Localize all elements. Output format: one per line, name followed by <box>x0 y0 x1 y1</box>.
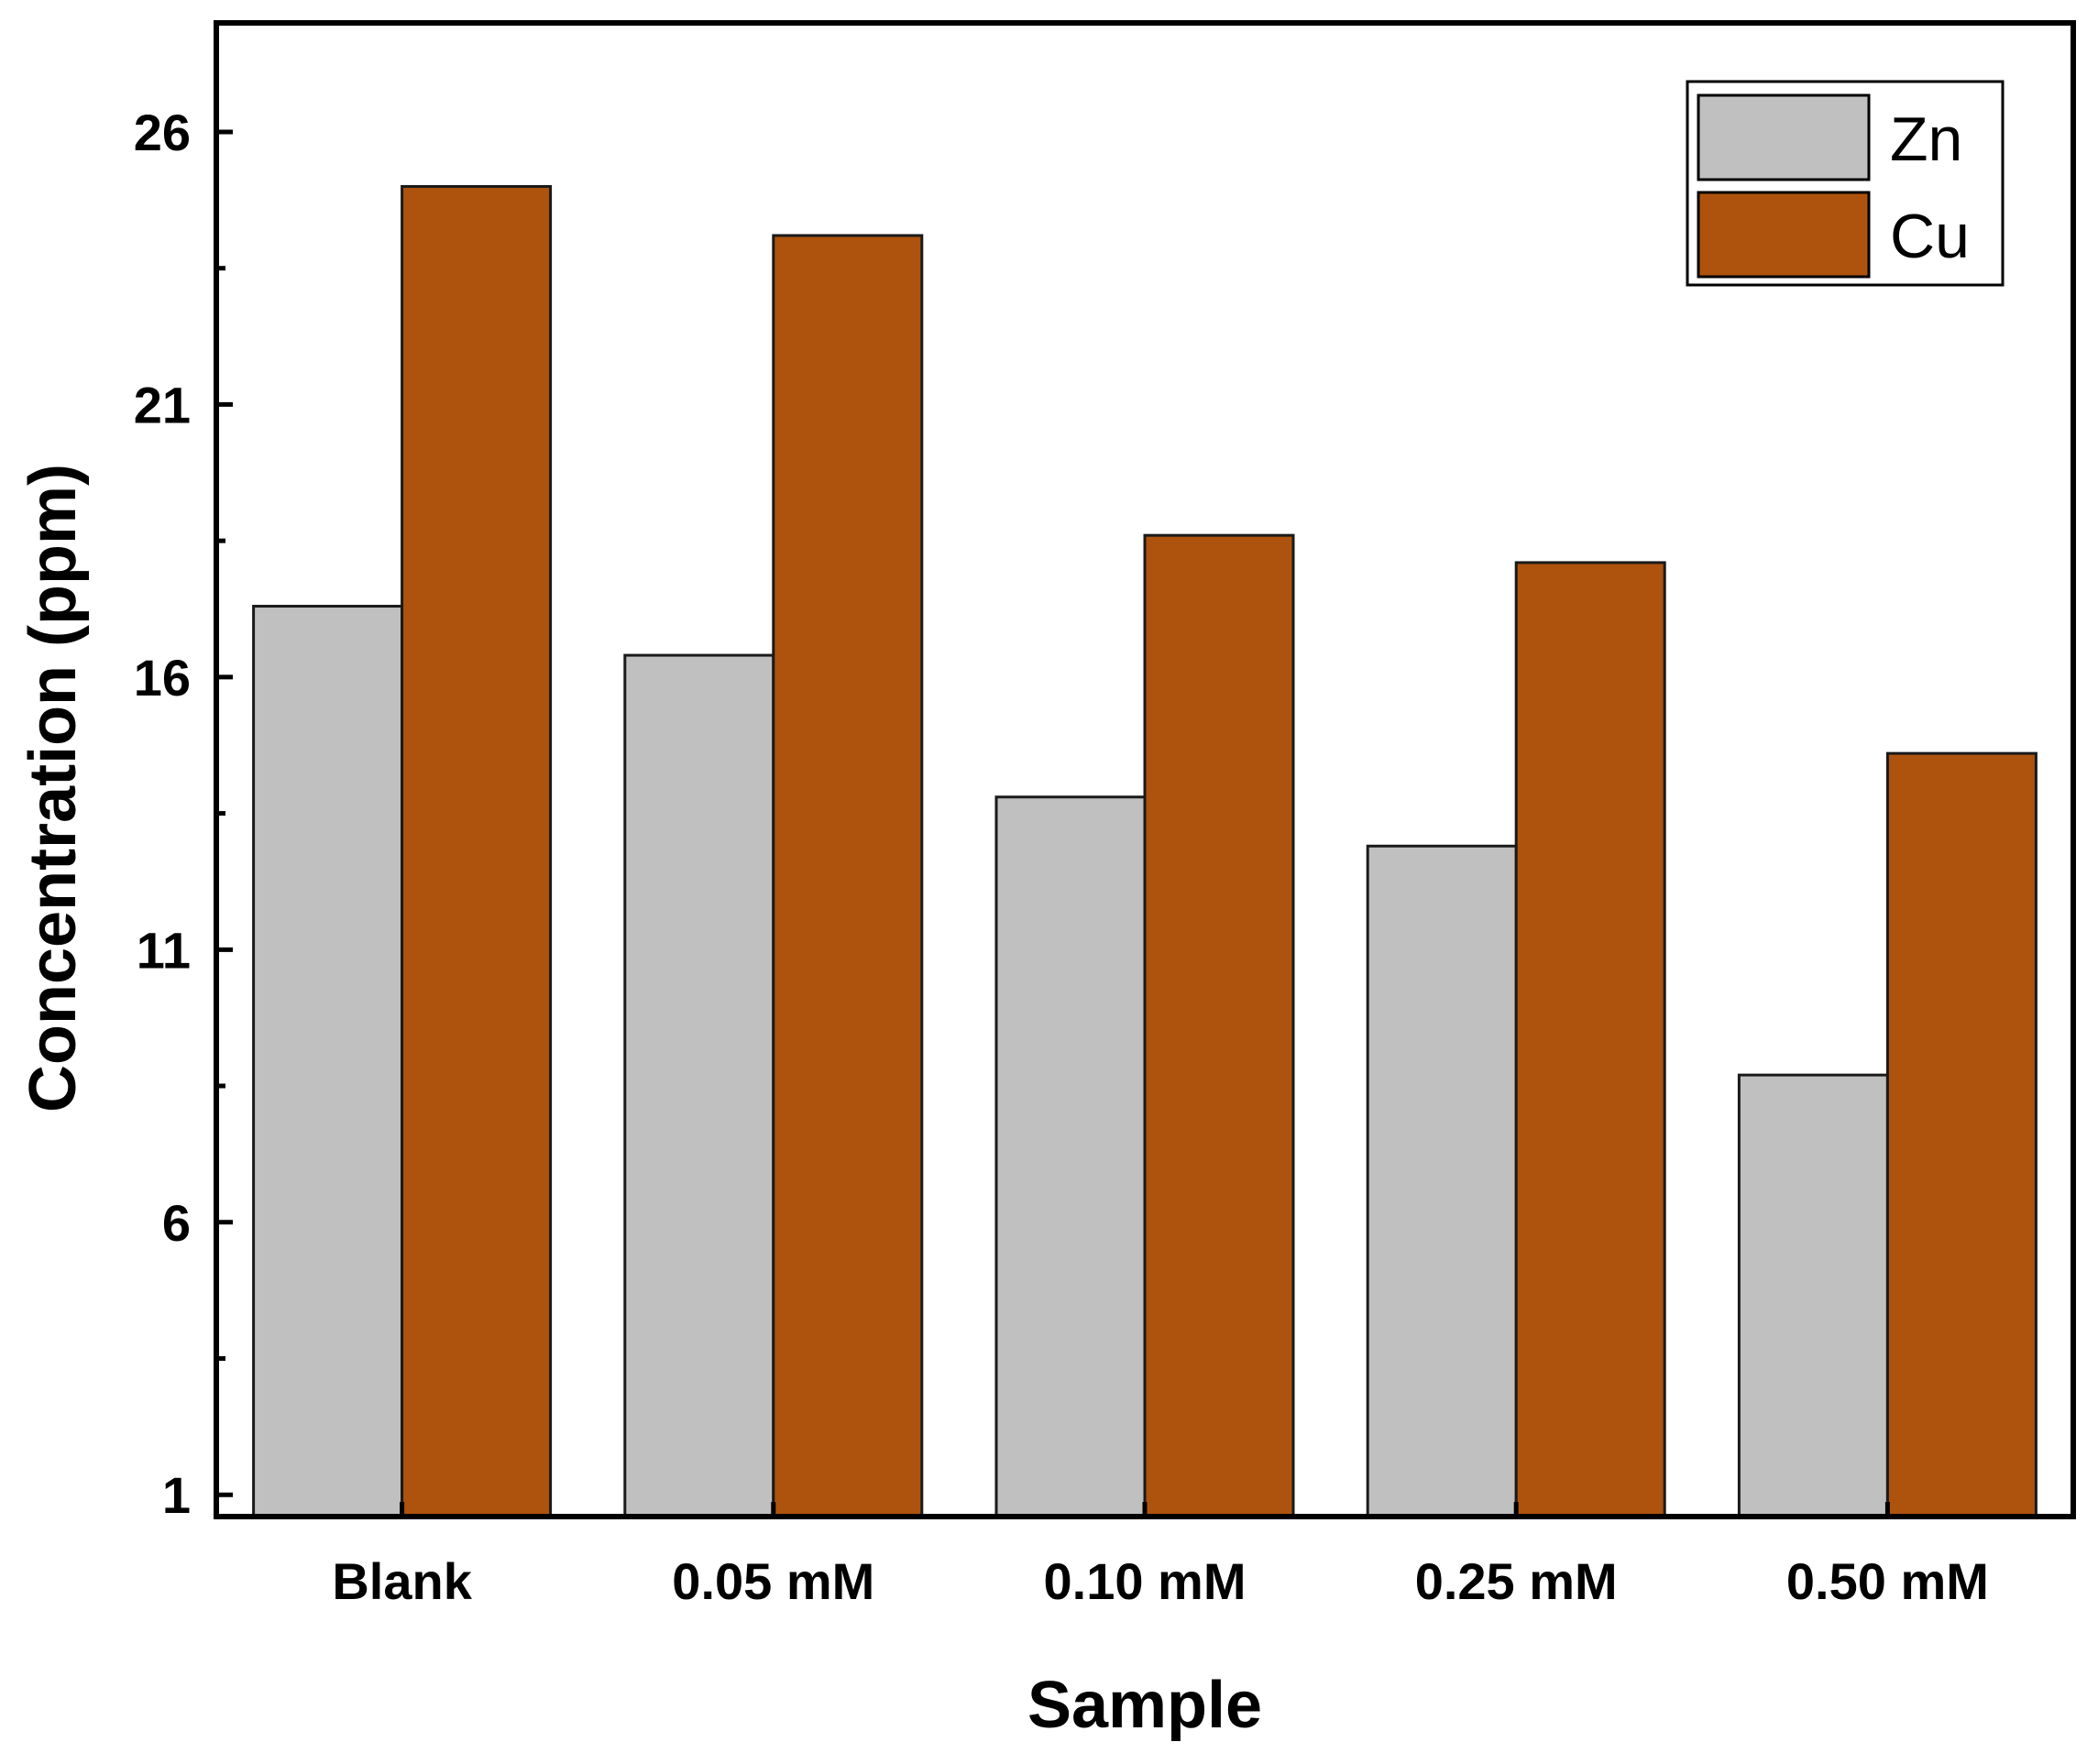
y-tick-label: 16 <box>134 649 191 707</box>
y-tick-label: 11 <box>137 921 191 979</box>
bar-zn-0-10-mm <box>994 795 1147 1518</box>
bar-zn-0-50-mm <box>1737 1073 1889 1518</box>
bar-cu-0-50-mm <box>1885 751 2038 1518</box>
legend-label-zn: Zn <box>1890 104 1962 174</box>
bars-layer <box>252 184 2038 1518</box>
x-tick-label-0-05-mm: 0.05 mM <box>672 1552 874 1610</box>
bar-zn-0-25-mm <box>1366 844 1518 1518</box>
bar-cu-0-10-mm <box>1143 533 1295 1518</box>
legend: Zn Cu <box>1686 80 2005 287</box>
legend-label-cu: Cu <box>1890 202 1970 271</box>
x-tick-label-0-25-mm: 0.25 mM <box>1415 1552 1618 1610</box>
x-axis: Blank 0.05 mM 0.10 mM 0.25 mM 0.50 mM <box>332 1502 1989 1610</box>
y-tick-label: 26 <box>134 104 191 161</box>
y-tick-label: 1 <box>162 1466 191 1524</box>
x-tick-label-blank: Blank <box>332 1552 472 1610</box>
x-axis-title: Sample <box>1027 1669 1262 1742</box>
y-axis-title: Concentration (ppm) <box>16 464 90 1112</box>
bar-cu-0-25-mm <box>1514 561 1666 1518</box>
bar-cu-0-05-mm <box>772 234 924 1518</box>
y-tick-label: 6 <box>162 1194 191 1252</box>
bar-cu-blank <box>401 184 553 1518</box>
legend-swatch-cu <box>1697 191 1871 279</box>
x-tick-label-0-50-mm: 0.50 mM <box>1786 1552 1989 1610</box>
legend-swatch-zn <box>1697 93 1871 181</box>
bar-zn-blank <box>252 605 404 1518</box>
y-tick-label: 21 <box>134 376 191 433</box>
x-tick-label-0-10-mm: 0.10 mM <box>1044 1552 1247 1610</box>
bar-zn-0-05-mm <box>623 653 775 1518</box>
